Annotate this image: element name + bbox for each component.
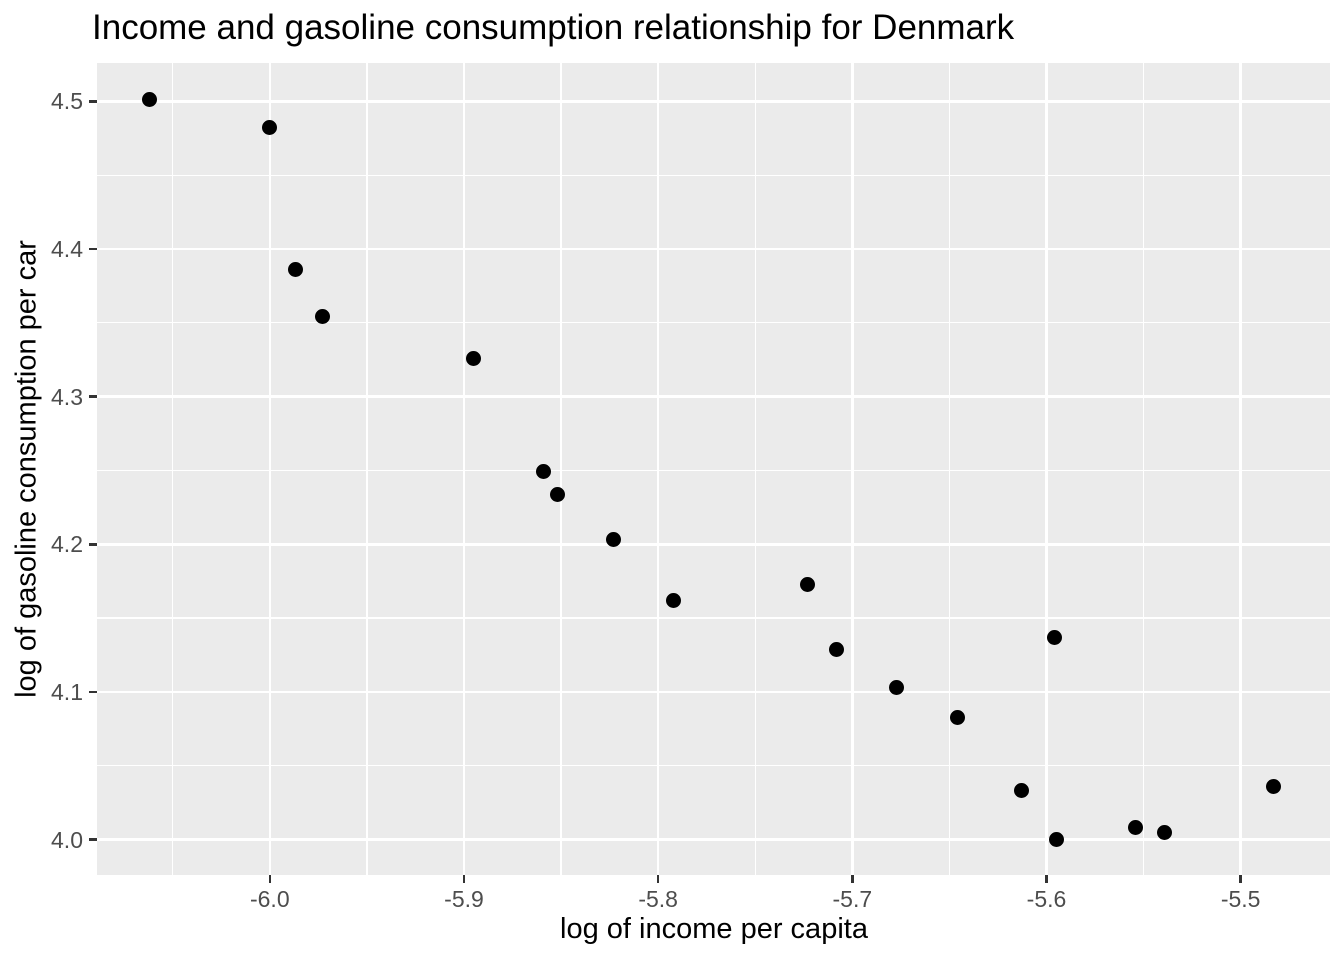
plot-panel — [97, 63, 1330, 875]
y-minor-gridline — [97, 322, 1330, 324]
x-tick-mark — [656, 875, 660, 883]
y-major-gridline — [97, 543, 1330, 546]
y-major-gridline — [97, 690, 1330, 694]
x-minor-gridline — [172, 63, 174, 875]
x-minor-gridline — [948, 63, 951, 875]
data-point — [666, 592, 682, 608]
x-tick-mark — [268, 875, 272, 883]
data-point — [1046, 629, 1062, 645]
y-minor-gridline — [97, 174, 1330, 176]
y-tick-label: 4.4 — [51, 236, 83, 263]
x-tick-label: -5.8 — [638, 886, 678, 912]
data-point — [549, 486, 565, 502]
y-major-gridline — [97, 838, 1330, 841]
y-axis-title: log of gasoline consumption per car — [10, 240, 43, 698]
data-point — [889, 680, 905, 695]
y-tick-mark — [89, 100, 97, 103]
data-point — [1048, 832, 1064, 848]
x-major-gridline — [851, 63, 854, 875]
x-tick-label: -5.7 — [832, 886, 873, 912]
data-point — [536, 464, 552, 480]
x-tick-mark — [851, 875, 854, 883]
x-minor-gridline — [754, 63, 756, 875]
x-tick-label: -5.9 — [444, 886, 484, 912]
x-tick-mark — [462, 875, 466, 883]
data-point — [800, 576, 816, 592]
chart-title: Income and gasoline consumption relation… — [92, 8, 1015, 47]
x-axis-title: log of income per capita — [560, 913, 868, 945]
x-major-gridline — [1239, 63, 1242, 875]
data-point — [1128, 820, 1144, 836]
data-point — [141, 92, 157, 108]
y-major-gridline — [97, 395, 1330, 398]
x-major-gridline — [1045, 63, 1048, 875]
x-minor-gridline — [366, 63, 368, 875]
data-point — [287, 262, 303, 278]
x-tick-label: -5.5 — [1220, 886, 1261, 912]
x-major-gridline — [462, 63, 466, 875]
data-point — [262, 120, 278, 136]
y-tick-mark — [89, 838, 97, 841]
y-tick-label: 4.5 — [51, 88, 83, 115]
y-major-gridline — [97, 100, 1330, 103]
y-tick-mark — [89, 543, 97, 546]
x-minor-gridline — [560, 63, 562, 875]
y-tick-label: 4.1 — [51, 678, 83, 705]
data-point — [829, 641, 845, 657]
data-point — [606, 532, 621, 548]
data-point — [949, 709, 965, 725]
y-tick-mark — [89, 690, 97, 694]
data-point — [466, 350, 482, 366]
x-tick-label: -6.0 — [249, 886, 290, 912]
x-tick-mark — [1239, 875, 1242, 883]
y-minor-gridline — [97, 469, 1330, 472]
data-point — [1013, 783, 1029, 799]
y-tick-mark — [89, 247, 97, 251]
x-major-gridline — [656, 63, 660, 875]
x-minor-gridline — [1142, 63, 1145, 875]
y-minor-gridline — [97, 765, 1330, 767]
x-major-gridline — [268, 63, 272, 875]
data-point — [314, 309, 330, 325]
data-point — [1157, 824, 1173, 840]
x-tick-mark — [1045, 875, 1048, 883]
x-tick-label: -5.6 — [1026, 886, 1067, 912]
y-tick-label: 4.0 — [51, 826, 83, 853]
data-point — [1266, 778, 1282, 794]
y-tick-label: 4.3 — [51, 383, 83, 410]
y-major-gridline — [97, 247, 1330, 251]
y-tick-label: 4.2 — [51, 531, 83, 558]
y-tick-mark — [89, 395, 97, 398]
y-minor-gridline — [97, 617, 1330, 619]
